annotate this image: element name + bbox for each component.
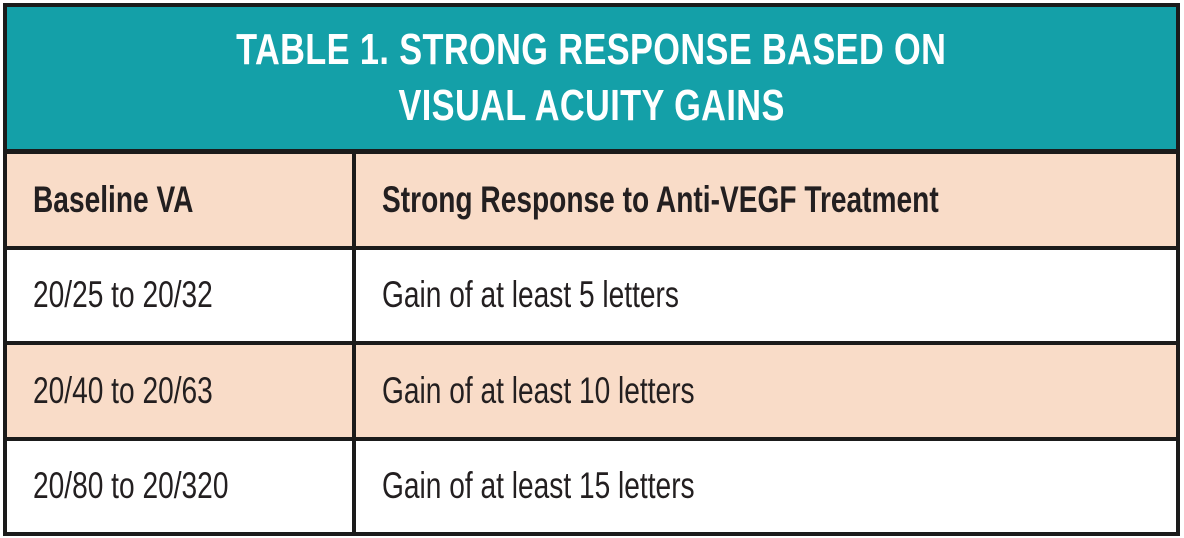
cell-row1-response: Gain of at least 5 letters: [356, 249, 1176, 341]
column-header-baseline-va: Baseline VA: [7, 154, 352, 246]
cell-row2-response: Gain of at least 10 letters: [356, 345, 1176, 437]
cell-row3-response-value: Gain of at least 15 letters: [382, 465, 695, 507]
table-frame: TABLE 1. STRONG RESPONSE BASED ON VISUAL…: [3, 3, 1180, 536]
cell-row2-response-value: Gain of at least 10 letters: [382, 369, 695, 411]
column-header-baseline-va-label: Baseline VA: [33, 178, 194, 220]
cell-row3-baseline-va: 20/80 to 20/320: [7, 440, 352, 532]
table-title-line2: VISUAL ACUITY GAINS: [398, 81, 785, 130]
cell-row1-response-value: Gain of at least 5 letters: [382, 274, 679, 316]
cell-row3-baseline-va-value: 20/80 to 20/320: [33, 465, 229, 507]
cell-row3-response: Gain of at least 15 letters: [356, 440, 1176, 532]
column-header-strong-response-label: Strong Response to Anti-VEGF Treatment: [382, 178, 939, 220]
table-grid: Baseline VA Strong Response to Anti-VEGF…: [7, 154, 1176, 532]
cell-row2-baseline-va: 20/40 to 20/63: [7, 345, 352, 437]
cell-row2-baseline-va-value: 20/40 to 20/63: [33, 369, 213, 411]
cell-row1-baseline-va: 20/25 to 20/32: [7, 249, 352, 341]
cell-row1-baseline-va-value: 20/25 to 20/32: [33, 274, 213, 316]
column-header-strong-response: Strong Response to Anti-VEGF Treatment: [356, 154, 1176, 246]
table-title-banner: TABLE 1. STRONG RESPONSE BASED ON VISUAL…: [7, 7, 1176, 154]
table-title-line1: TABLE 1. STRONG RESPONSE BASED ON: [236, 24, 947, 74]
